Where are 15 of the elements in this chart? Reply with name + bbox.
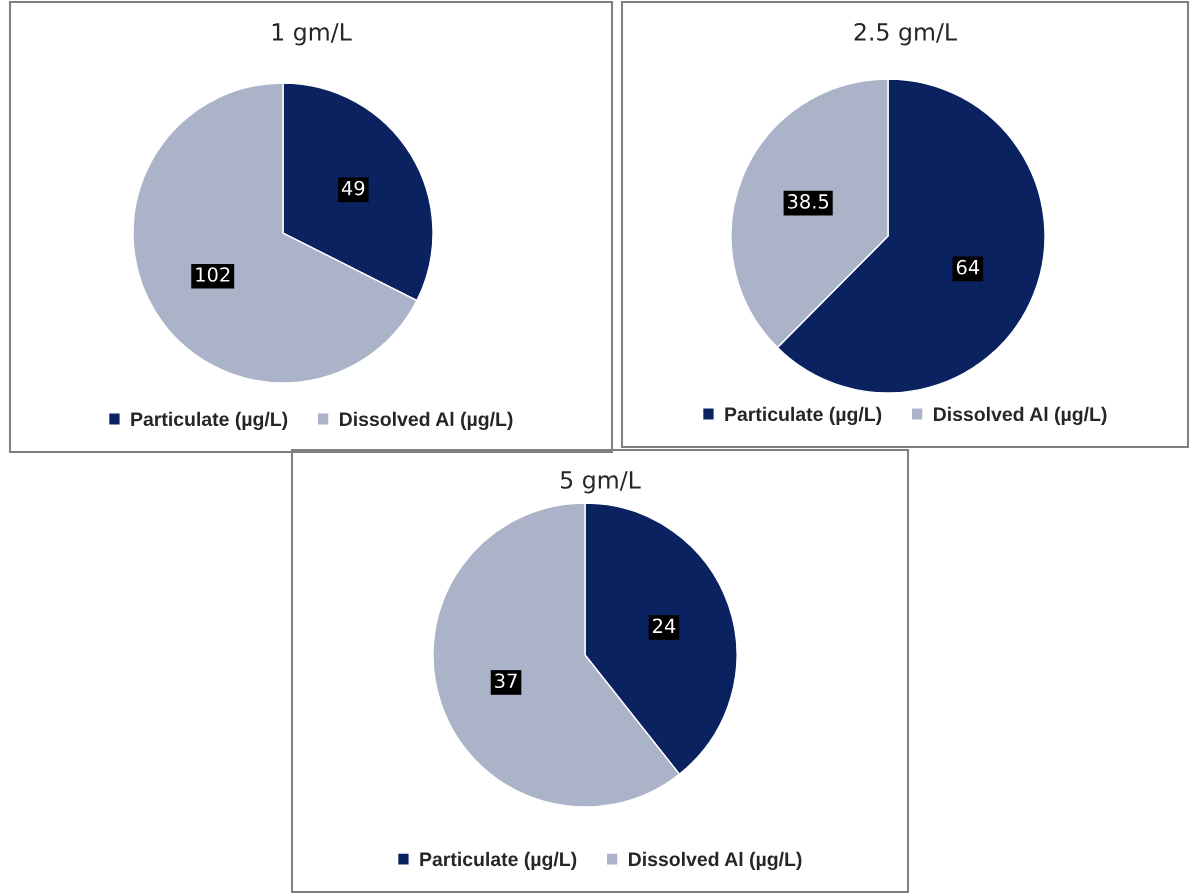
legend-label: Dissolved Al (µg/L) [934, 406, 1107, 426]
legend-label: Particulate (µg/L) [131, 411, 288, 430]
legend-label: Dissolved Al (µg/L) [629, 851, 802, 871]
legend-label: Dissolved Al (µg/L) [340, 411, 513, 430]
chart-title: 1 gm/L [272, 23, 352, 46]
data-label: 49 [341, 180, 365, 196]
data-label: 24 [653, 618, 676, 633]
data-label: 38.5 [788, 194, 829, 209]
chart-title: 5 gm/L [561, 471, 641, 494]
data-label: 102 [196, 267, 230, 282]
legend-label: Particulate (µg/L) [420, 851, 577, 871]
data-label: 37 [495, 673, 517, 689]
data-label: 64 [956, 259, 980, 275]
legend-label: Particulate (µg/L) [725, 406, 882, 426]
chart-title: 2.5 gm/L [854, 22, 957, 46]
